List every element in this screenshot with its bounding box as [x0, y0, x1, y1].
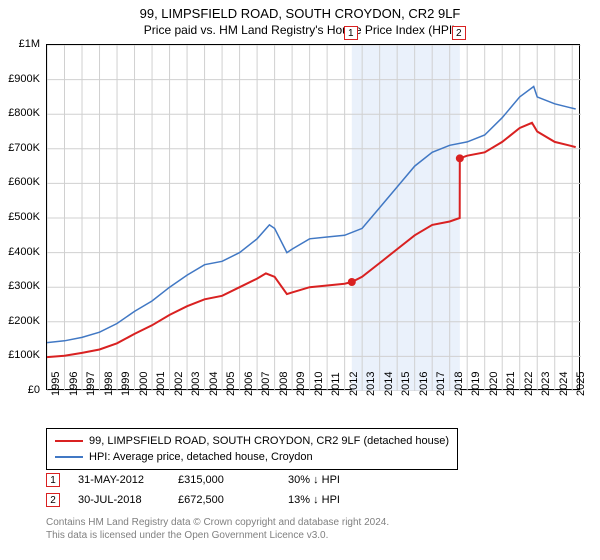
xtick-label: 2008	[278, 372, 290, 396]
chart-area: 12£0£100K£200K£300K£400K£500K£600K£700K£…	[46, 44, 580, 390]
transaction-marker: 2	[46, 493, 60, 507]
xtick-label: 2016	[418, 372, 430, 396]
xtick-label: 2024	[558, 372, 570, 396]
ytick-label: £0	[0, 384, 40, 396]
footer-line1: Contains HM Land Registry data © Crown c…	[46, 516, 389, 529]
legend-row-price-paid: 99, LIMPSFIELD ROAD, SOUTH CROYDON, CR2 …	[55, 433, 449, 449]
transaction-date: 31-MAY-2012	[78, 474, 178, 486]
plot-svg	[47, 45, 581, 391]
ytick-label: £200K	[0, 315, 40, 327]
xtick-label: 2009	[295, 372, 307, 396]
page-root: 99, LIMPSFIELD ROAD, SOUTH CROYDON, CR2 …	[0, 0, 600, 560]
transaction-delta: 30% ↓ HPI	[288, 474, 408, 486]
xtick-label: 2006	[243, 372, 255, 396]
xtick-label: 1995	[50, 372, 62, 396]
transaction-price: £315,000	[178, 474, 288, 486]
ytick-label: £700K	[0, 142, 40, 154]
transaction-marker: 1	[46, 473, 60, 487]
legend-label-price-paid: 99, LIMPSFIELD ROAD, SOUTH CROYDON, CR2 …	[89, 435, 449, 447]
ytick-label: £600K	[0, 176, 40, 188]
xtick-label: 2012	[348, 372, 360, 396]
xtick-label: 2019	[470, 372, 482, 396]
xtick-label: 2015	[400, 372, 412, 396]
xtick-label: 2025	[575, 372, 587, 396]
xtick-label: 1997	[85, 372, 97, 396]
xtick-label: 2002	[173, 372, 185, 396]
legend-row-hpi: HPI: Average price, detached house, Croy…	[55, 449, 449, 465]
ytick-label: £100K	[0, 349, 40, 361]
xtick-label: 2010	[313, 372, 325, 396]
xtick-label: 2000	[138, 372, 150, 396]
ytick-label: £400K	[0, 246, 40, 258]
xtick-label: 2017	[435, 372, 447, 396]
xtick-label: 2023	[540, 372, 552, 396]
ytick-label: £800K	[0, 107, 40, 119]
xtick-label: 2001	[155, 372, 167, 396]
transaction-delta: 13% ↓ HPI	[288, 494, 408, 506]
chart-title-address: 99, LIMPSFIELD ROAD, SOUTH CROYDON, CR2 …	[0, 6, 600, 21]
xtick-label: 2011	[330, 372, 342, 396]
ytick-label: £300K	[0, 280, 40, 292]
chart-title-sub: Price paid vs. HM Land Registry's House …	[0, 23, 600, 37]
xtick-label: 1996	[68, 372, 80, 396]
xtick-label: 2018	[453, 372, 465, 396]
plot-area	[46, 44, 580, 390]
xtick-label: 2014	[383, 372, 395, 396]
xtick-label: 2003	[190, 372, 202, 396]
ytick-label: £900K	[0, 73, 40, 85]
transaction-row: 2 30-JUL-2018£672,50013% ↓ HPI	[46, 490, 408, 510]
transaction-price: £672,500	[178, 494, 288, 506]
xtick-label: 2022	[523, 372, 535, 396]
xtick-label: 1998	[103, 372, 115, 396]
legend-swatch-price-paid	[55, 440, 83, 442]
chart-marker-1: 1	[344, 26, 358, 40]
title-block: 99, LIMPSFIELD ROAD, SOUTH CROYDON, CR2 …	[0, 0, 600, 39]
xtick-label: 2007	[260, 372, 272, 396]
footer-line2: This data is licensed under the Open Gov…	[46, 529, 389, 542]
chart-marker-2: 2	[452, 26, 466, 40]
ytick-label: £500K	[0, 211, 40, 223]
transaction-date: 30-JUL-2018	[78, 494, 178, 506]
xtick-label: 1999	[120, 372, 132, 396]
transaction-row: 1 31-MAY-2012£315,00030% ↓ HPI	[46, 470, 408, 490]
footer: Contains HM Land Registry data © Crown c…	[46, 516, 389, 542]
xtick-label: 2020	[488, 372, 500, 396]
xtick-label: 2004	[208, 372, 220, 396]
legend-label-hpi: HPI: Average price, detached house, Croy…	[89, 451, 313, 463]
legend-swatch-hpi	[55, 456, 83, 458]
xtick-label: 2013	[365, 372, 377, 396]
ytick-label: £1M	[0, 38, 40, 50]
transactions-table: 1 31-MAY-2012£315,00030% ↓ HPI 2 30-JUL-201…	[46, 470, 408, 510]
legend: 99, LIMPSFIELD ROAD, SOUTH CROYDON, CR2 …	[46, 428, 458, 470]
xtick-label: 2021	[505, 372, 517, 396]
xtick-label: 2005	[225, 372, 237, 396]
